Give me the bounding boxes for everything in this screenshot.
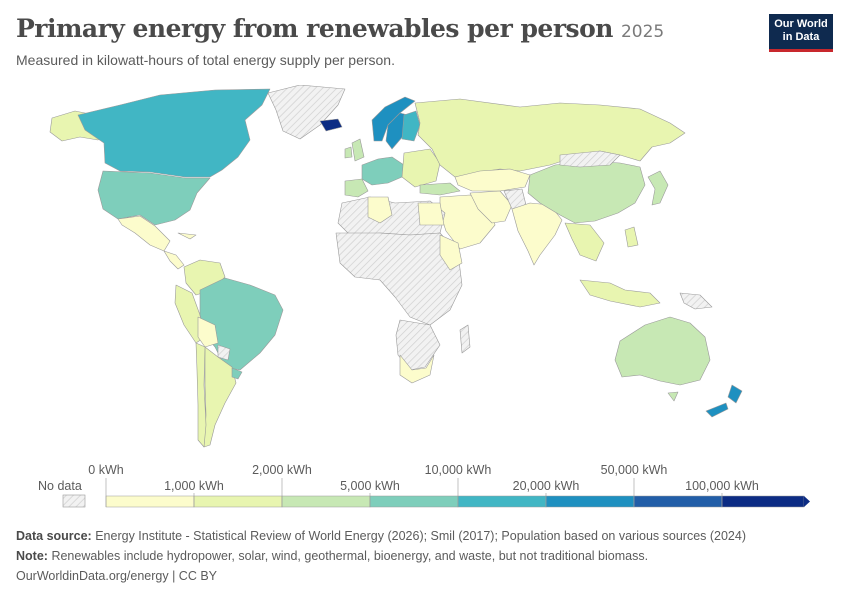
logo-line-1: Our World bbox=[774, 18, 828, 30]
footer-credit[interactable]: OurWorldinData.org/energy | CC BY bbox=[16, 569, 218, 583]
legend-bottom-label: 5,000 kWh bbox=[340, 479, 400, 493]
region-russia[interactable] bbox=[414, 98, 686, 178]
region-south-africa[interactable] bbox=[399, 354, 435, 384]
footer-note: Note: Renewables include hydropower, sol… bbox=[16, 549, 648, 563]
region-australia[interactable] bbox=[614, 316, 711, 386]
region-central-africa[interactable] bbox=[335, 232, 463, 326]
region-new-zealand[interactable] bbox=[705, 384, 743, 418]
title-row: Primary energy from renewables per perso… bbox=[16, 14, 664, 43]
region-egypt[interactable] bbox=[417, 202, 445, 226]
region-iceland[interactable] bbox=[319, 118, 343, 132]
legend-bottom-label: 100,000 kWh bbox=[685, 479, 759, 493]
source-label: Data source: bbox=[16, 529, 92, 543]
region-canada[interactable] bbox=[77, 88, 271, 178]
region-greenland[interactable] bbox=[267, 85, 346, 140]
region-turkey[interactable] bbox=[419, 182, 461, 196]
legend-top-label: 0 kWh bbox=[88, 463, 123, 477]
world-map bbox=[49, 85, 743, 448]
map-legend: No data 0 kWh 2,000 kWh 10,000 kWh 50,000 k… bbox=[38, 463, 810, 508]
legend-bin[interactable] bbox=[105, 495, 195, 508]
region-philippines[interactable] bbox=[624, 226, 639, 248]
chart-year: 2025 bbox=[620, 22, 665, 42]
legend-bin[interactable] bbox=[633, 495, 723, 508]
legend-top-label: 50,000 kWh bbox=[601, 463, 668, 477]
region-paraguay[interactable] bbox=[217, 344, 231, 361]
region-japan[interactable] bbox=[647, 170, 669, 206]
region-new-guinea[interactable] bbox=[679, 292, 713, 310]
legend-no-data-label: No data bbox=[38, 479, 82, 493]
legend-bottom-label: 1,000 kWh bbox=[164, 479, 224, 493]
region-tasmania[interactable] bbox=[667, 391, 679, 402]
legend-bin[interactable] bbox=[545, 495, 635, 508]
chart-subtitle: Measured in kilowatt-hours of total ener… bbox=[16, 52, 395, 68]
region-western-europe[interactable] bbox=[361, 156, 405, 186]
region-united-states[interactable] bbox=[97, 170, 211, 226]
region-cuba[interactable] bbox=[177, 232, 197, 240]
source-text: Energy Institute - Statistical Review of… bbox=[95, 529, 746, 543]
chart-title: Primary energy from renewables per perso… bbox=[16, 14, 613, 43]
region-iberia[interactable] bbox=[344, 178, 369, 198]
region-ireland[interactable] bbox=[344, 146, 353, 159]
region-mongolia[interactable] bbox=[559, 150, 621, 168]
legend-bin[interactable] bbox=[457, 495, 547, 508]
region-india[interactable] bbox=[511, 202, 563, 266]
region-algeria[interactable] bbox=[367, 196, 393, 224]
region-southern-africa[interactable] bbox=[395, 319, 441, 371]
owid-logo[interactable]: Our World in Data bbox=[769, 14, 833, 52]
region-uruguay[interactable] bbox=[231, 367, 243, 380]
legend-top-label: 2,000 kWh bbox=[252, 463, 312, 477]
legend-bin[interactable] bbox=[369, 495, 459, 508]
legend-no-data-swatch bbox=[62, 494, 86, 508]
logo-line-2: in Data bbox=[782, 31, 820, 43]
legend-top-label: 10,000 kWh bbox=[425, 463, 492, 477]
region-eastern-europe[interactable] bbox=[401, 148, 441, 188]
region-iran[interactable] bbox=[469, 190, 513, 224]
region-argentina[interactable] bbox=[203, 346, 237, 448]
region-southeast-asia[interactable] bbox=[564, 222, 605, 262]
region-chile[interactable] bbox=[195, 342, 207, 448]
region-east-africa[interactable] bbox=[439, 234, 463, 271]
region-madagascar[interactable] bbox=[459, 324, 471, 354]
note-text: Renewables include hydropower, solar, wi… bbox=[51, 549, 649, 563]
region-uk[interactable] bbox=[351, 138, 365, 162]
legend-bin[interactable] bbox=[193, 495, 283, 508]
region-indonesia[interactable] bbox=[579, 279, 661, 308]
note-label: Note: bbox=[16, 549, 48, 563]
legend-bottom-label: 20,000 kWh bbox=[513, 479, 580, 493]
legend-bin[interactable] bbox=[281, 495, 371, 508]
legend-bin[interactable] bbox=[721, 495, 805, 508]
region-kazakhstan[interactable] bbox=[454, 168, 531, 192]
region-central-america[interactable] bbox=[163, 250, 185, 270]
region-bolivia[interactable] bbox=[197, 316, 219, 348]
legend-arrow-tip bbox=[804, 496, 810, 507]
region-finland[interactable] bbox=[401, 110, 421, 142]
footer-source: Data source: Energy Institute - Statisti… bbox=[16, 529, 746, 543]
